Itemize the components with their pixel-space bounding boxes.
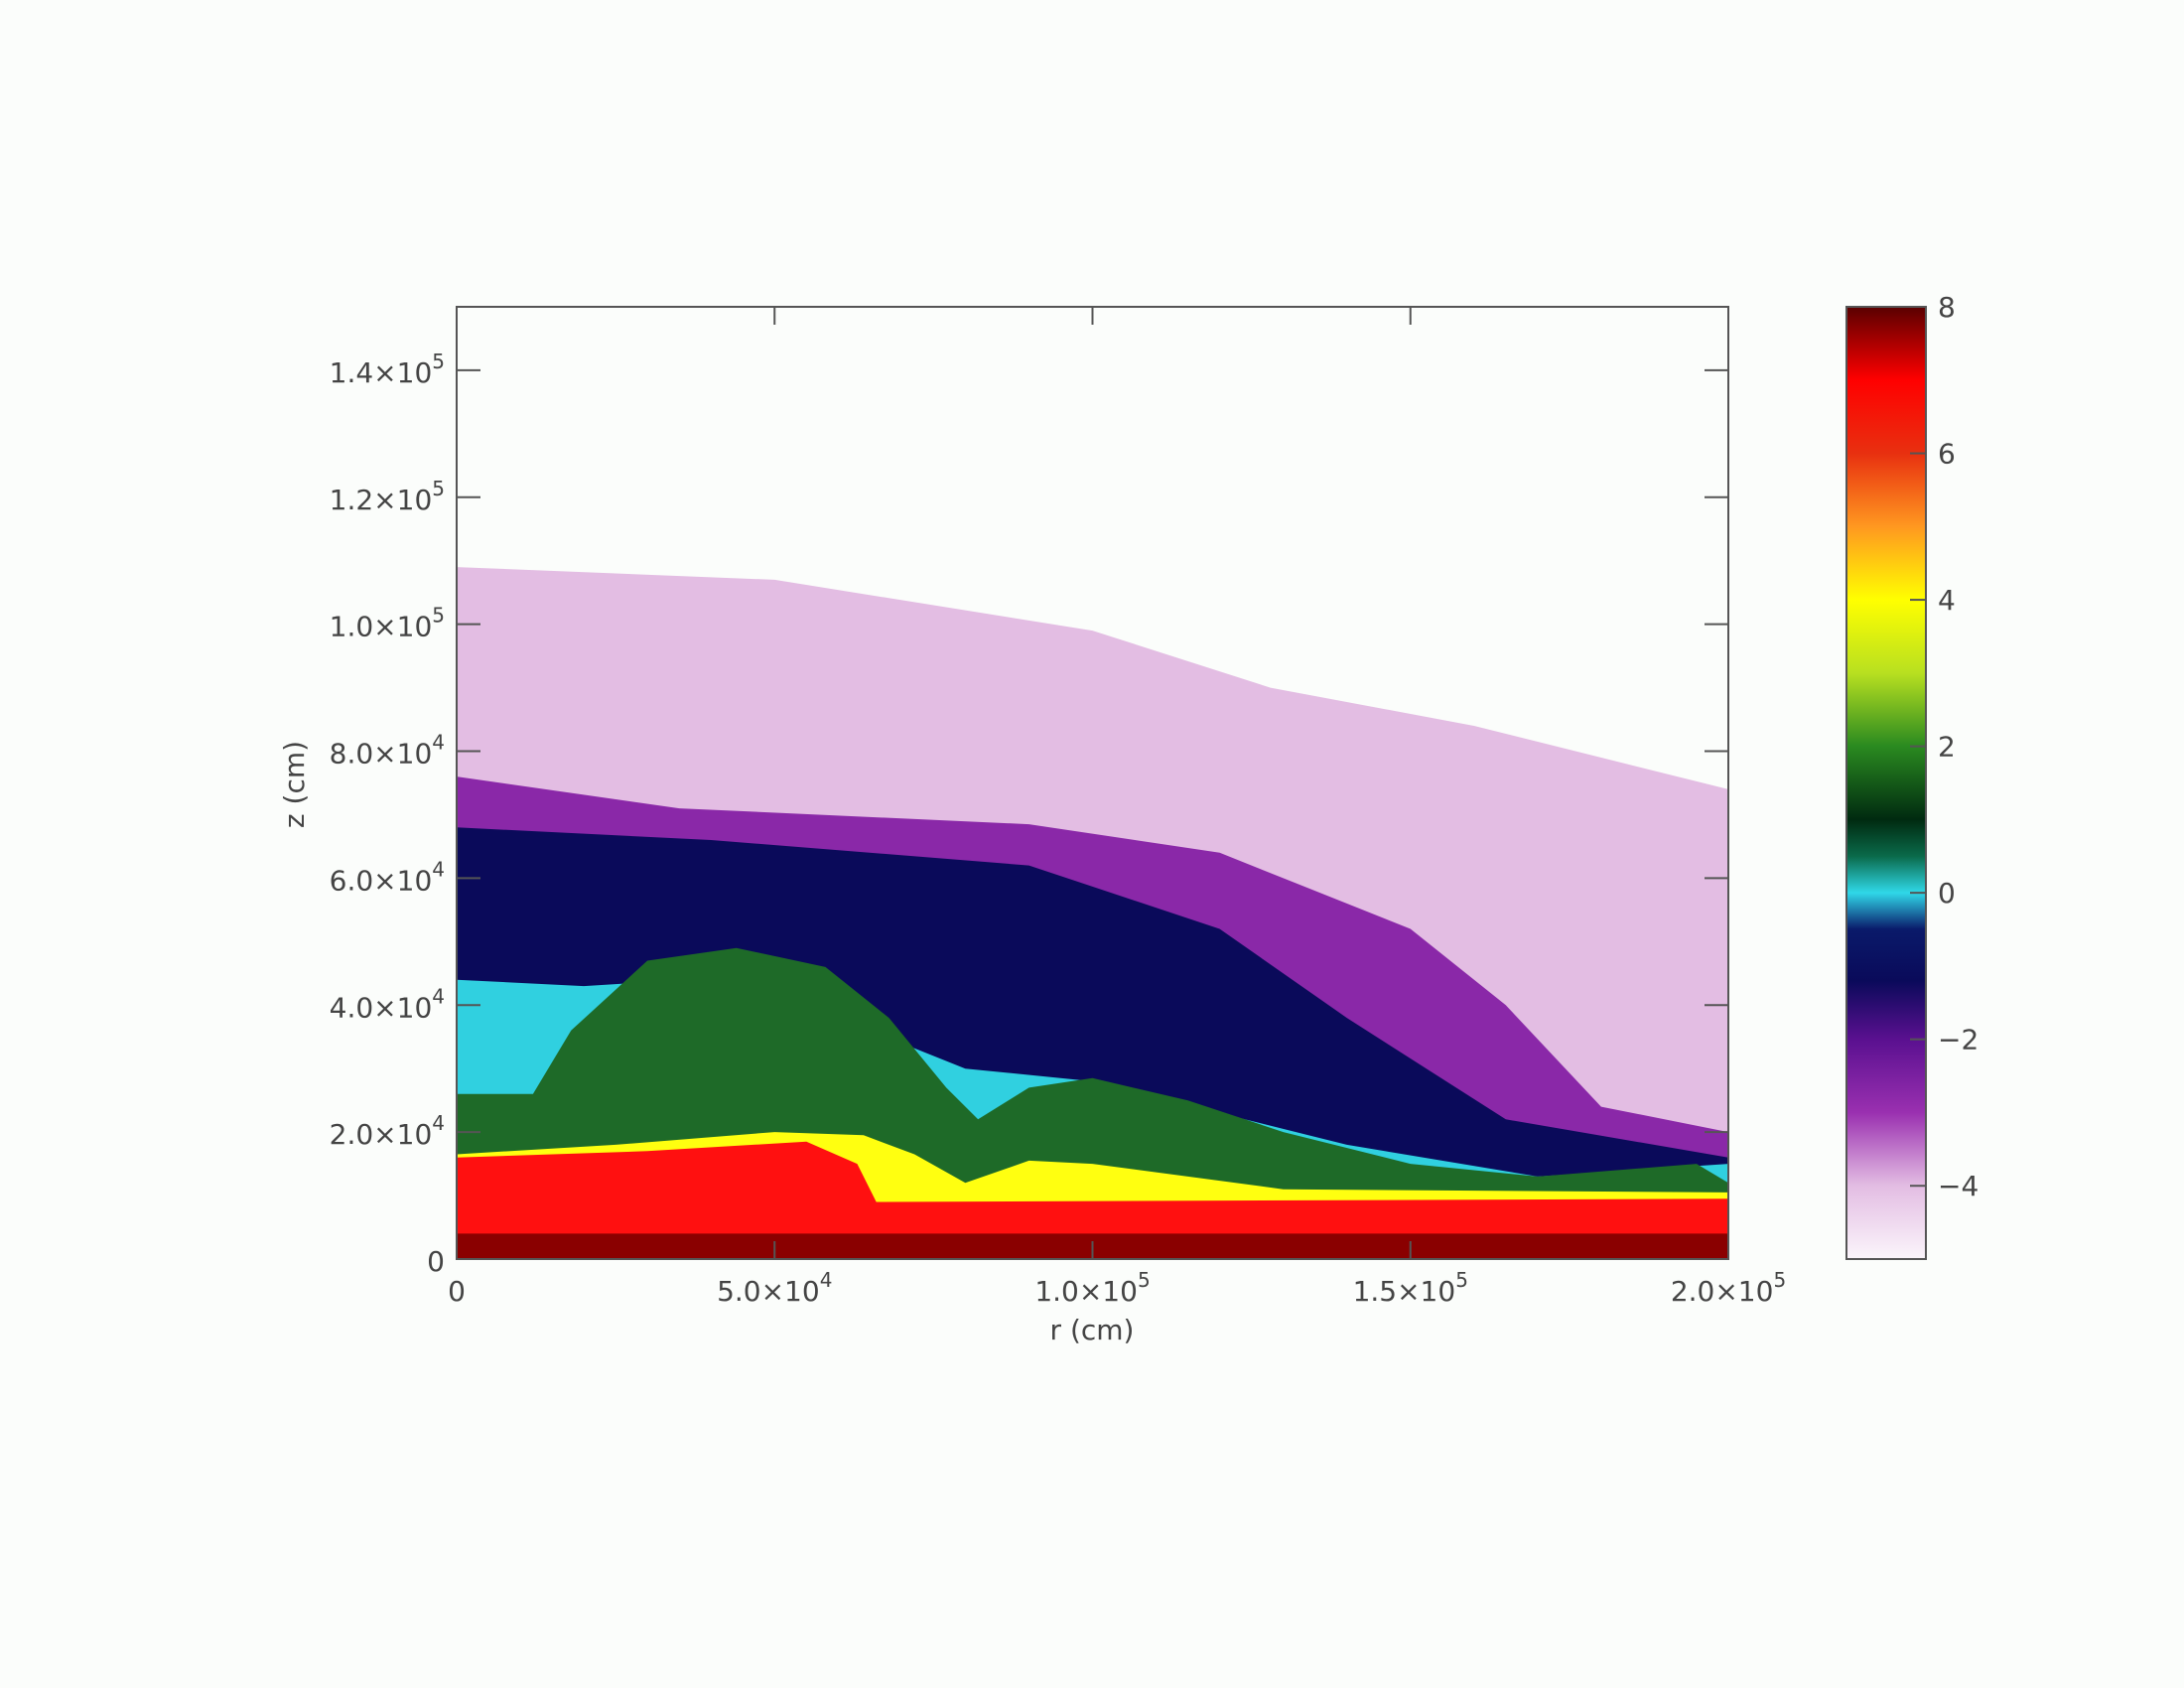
y-tick-label: 1.2×105 xyxy=(330,477,445,516)
x-tick-label: 2.0×105 xyxy=(1671,1268,1786,1308)
y-axis: 0 2.0×104 4.0×104 6.0×104 8.0×104 1.0×105 1.2×… xyxy=(330,350,1728,1278)
colorbar-gradient xyxy=(1846,307,1926,1259)
colorbar-tick-label: 8 xyxy=(1938,291,1956,324)
region-red-core xyxy=(457,1141,1728,1259)
plot-area xyxy=(457,307,1728,1259)
x-tick-label: 1.0×105 xyxy=(1034,1268,1150,1308)
colorbar: 8 6 4 2 0 −2 −4 xyxy=(1845,291,1979,1260)
colorbar-tick-label: 0 xyxy=(1938,877,1956,910)
colorbar-tick-label: 4 xyxy=(1938,584,1956,617)
y-tick-label: 1.0×105 xyxy=(330,604,445,643)
y-tick-label: 4.0×104 xyxy=(330,984,445,1024)
y-axis-title: z (cm) xyxy=(278,741,311,828)
x-axis-title: r (cm) xyxy=(1050,1314,1135,1346)
x-tick-label: 0 xyxy=(448,1275,466,1308)
x-tick-label: 5.0×104 xyxy=(717,1268,832,1308)
y-tick-label: 1.4×105 xyxy=(330,350,445,389)
colorbar-tick-label: 2 xyxy=(1938,731,1956,764)
y-tick-label: 6.0×104 xyxy=(330,857,445,897)
y-tick-label: 0 xyxy=(427,1245,445,1278)
colorbar-ticks: 8 6 4 2 0 −2 −4 xyxy=(1910,291,1979,1202)
colorbar-frame xyxy=(1845,306,1927,1260)
colorbar-tick-label: −2 xyxy=(1938,1024,1979,1056)
x-tick-label: 1.5×105 xyxy=(1353,1268,1468,1308)
colorbar-tick-label: −4 xyxy=(1938,1170,1979,1202)
y-tick-label: 8.0×104 xyxy=(330,731,445,771)
y-tick-label: 2.0×104 xyxy=(330,1111,445,1151)
colorbar-tick-label: 6 xyxy=(1938,438,1956,471)
x-axis: 0 5.0×104 1.0×105 1.5×105 2.0×105 xyxy=(448,307,1786,1308)
